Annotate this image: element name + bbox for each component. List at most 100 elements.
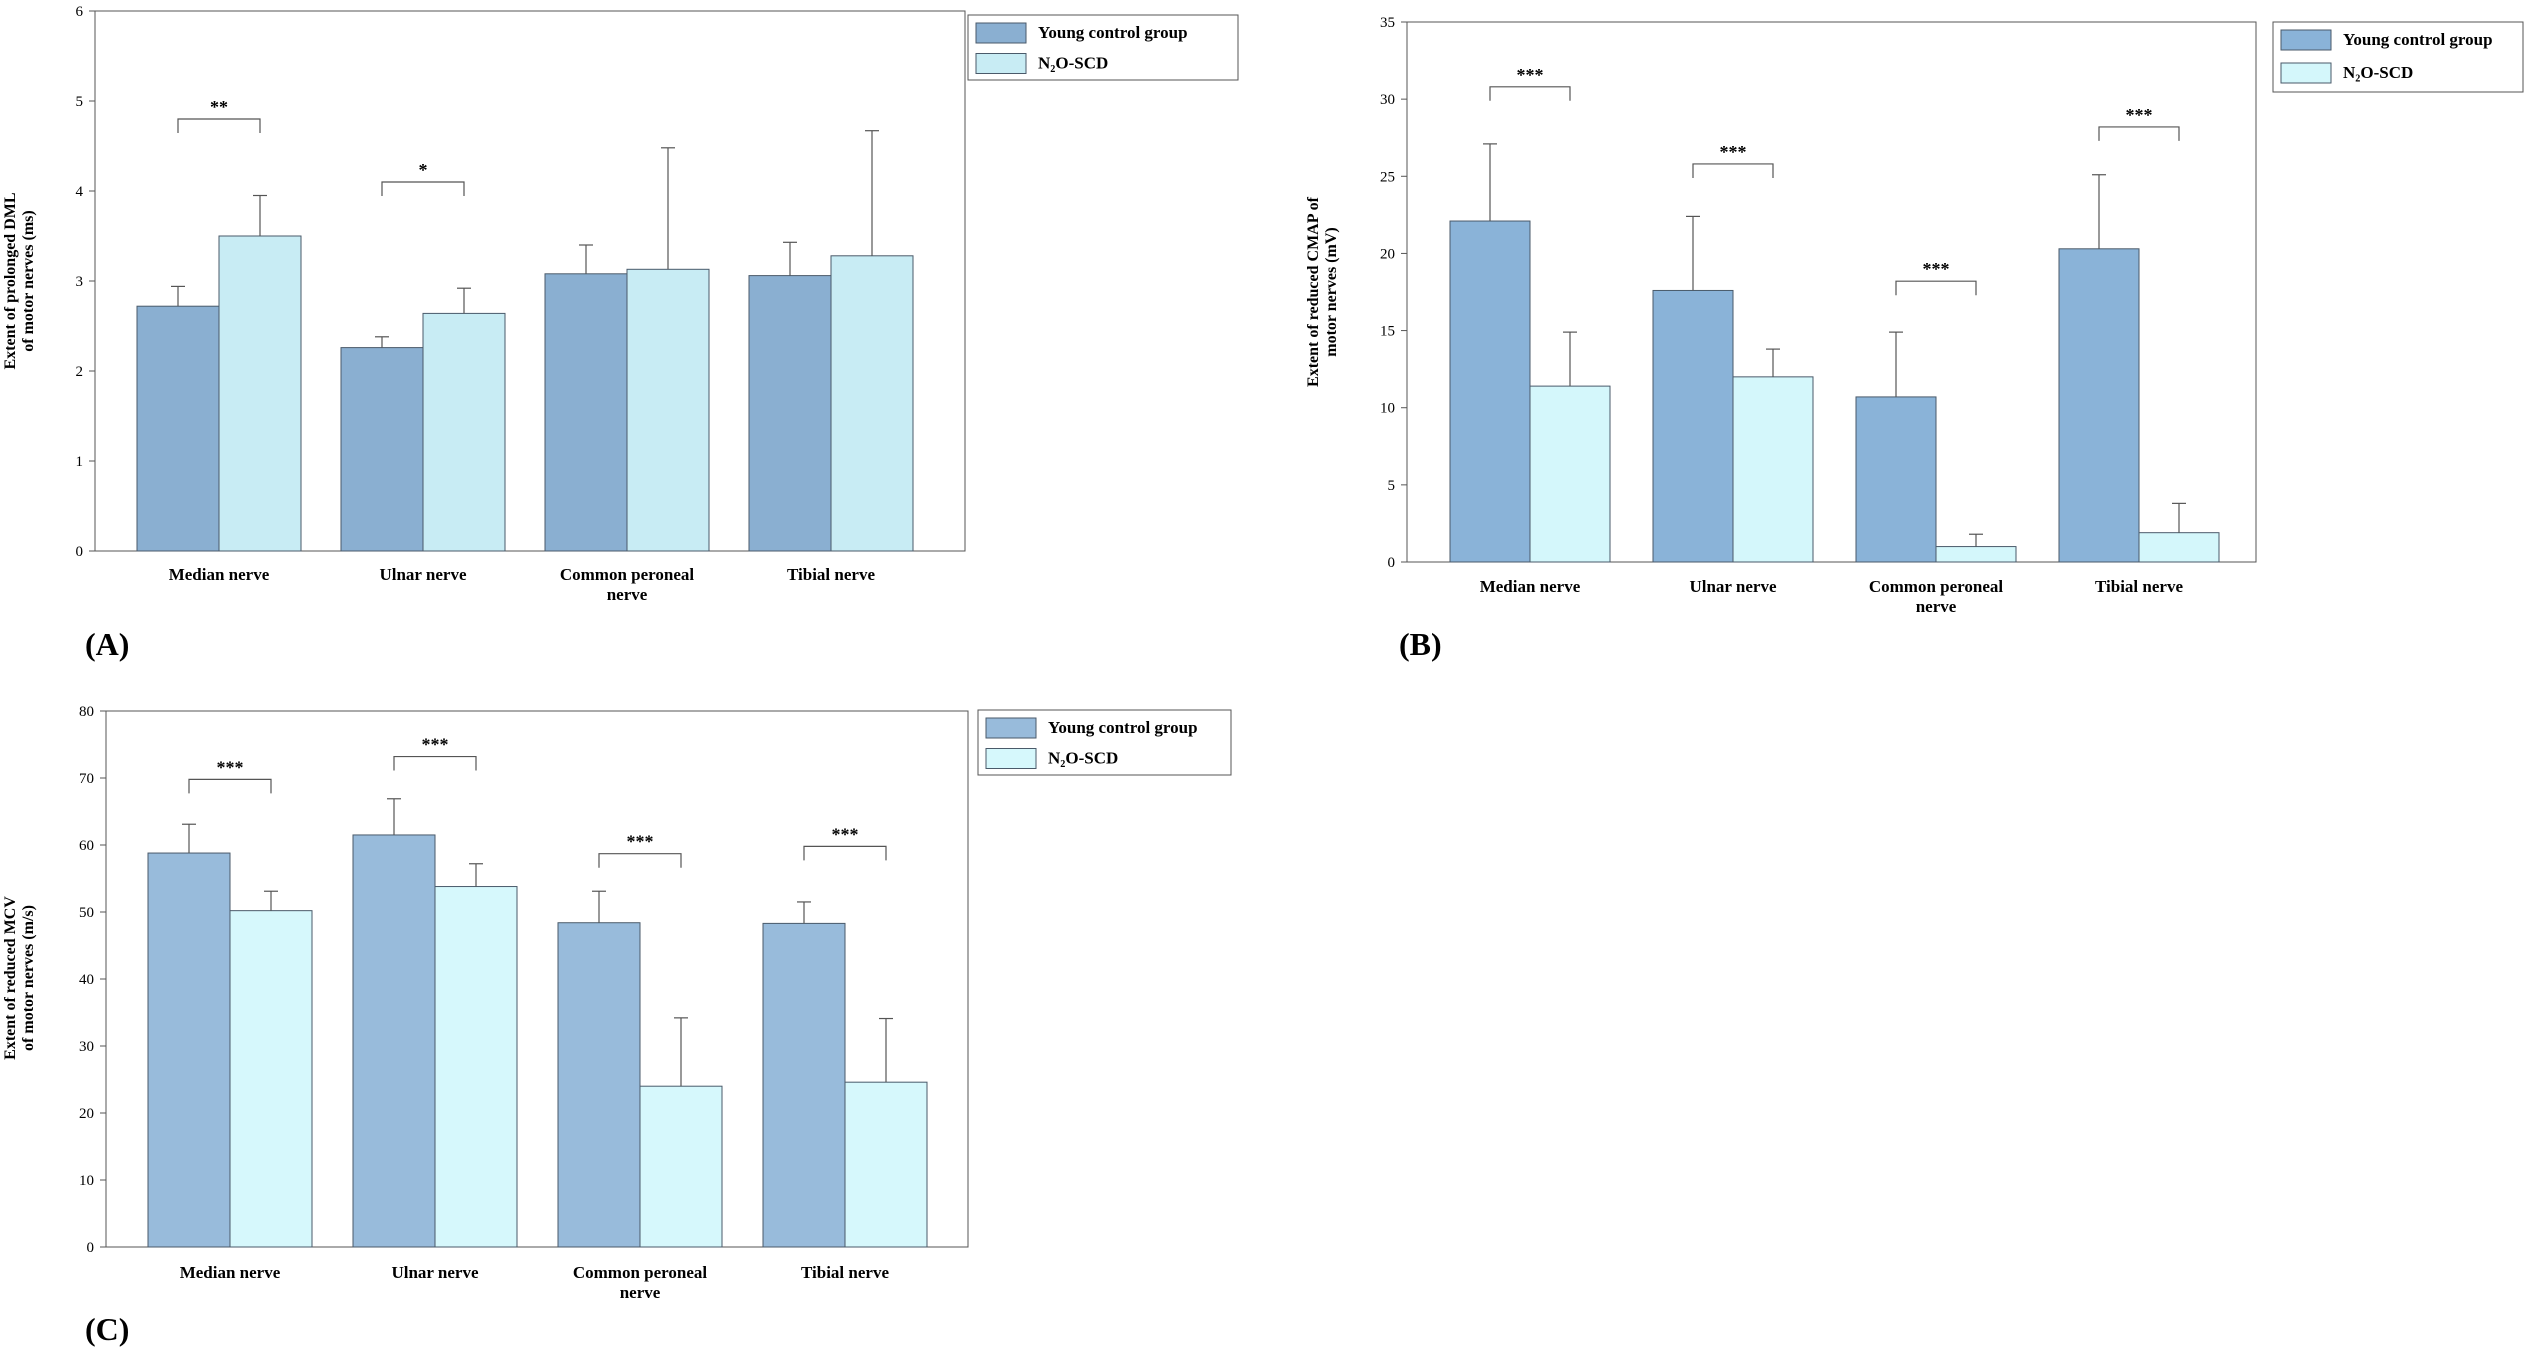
category-label: Common peroneal nerve bbox=[1869, 577, 2004, 616]
category-label-line: Median nerve bbox=[169, 565, 270, 584]
y-axis-label-line: of motor nerves (m/s) bbox=[20, 905, 37, 1051]
bar bbox=[1732, 376, 1814, 563]
significance-bracket bbox=[1489, 86, 1571, 101]
bar bbox=[2058, 248, 2140, 563]
bar bbox=[830, 255, 914, 552]
y-tick-label: 25 bbox=[1380, 169, 1395, 185]
legend-label: N₂O-SCD bbox=[2343, 63, 2413, 82]
significance-bracket bbox=[2098, 126, 2180, 141]
bar bbox=[1652, 289, 1734, 563]
legend-swatch bbox=[975, 53, 1027, 74]
legend-swatch bbox=[2280, 62, 2332, 84]
bar bbox=[748, 275, 832, 552]
significance-label: *** bbox=[1923, 259, 1950, 279]
significance-bracket bbox=[803, 845, 887, 861]
significance-label: ** bbox=[210, 97, 228, 117]
significance-label: *** bbox=[1517, 65, 1544, 85]
legend-label: Young control group bbox=[1038, 23, 1188, 42]
bar bbox=[557, 922, 641, 1248]
category-label: Common peroneal nerve bbox=[560, 565, 695, 604]
y-tick-label: 1 bbox=[76, 454, 84, 470]
category-label-line: Ulnar nerve bbox=[391, 1263, 478, 1282]
y-tick-label: 10 bbox=[79, 1173, 94, 1189]
category-label: Median nerve bbox=[1480, 577, 1581, 596]
category-label-line: Common peroneal bbox=[560, 565, 695, 584]
category-label-line: Median nerve bbox=[180, 1263, 281, 1282]
category-label-line: Tibial nerve bbox=[801, 1263, 889, 1282]
y-tick-label: 5 bbox=[76, 94, 84, 110]
category-label-line: Tibial nerve bbox=[2095, 577, 2183, 596]
bar bbox=[1855, 396, 1937, 563]
y-tick-label: 4 bbox=[76, 184, 84, 200]
y-axis-label: Extent of reduced CMAP ofmotor nerves (m… bbox=[1305, 196, 1340, 387]
category-label: Tibial nerve bbox=[787, 565, 875, 584]
y-tick-label: 30 bbox=[1380, 92, 1395, 108]
legend-label: N₂O-SCD bbox=[1038, 54, 1108, 73]
bar bbox=[1449, 220, 1531, 563]
bar bbox=[762, 922, 846, 1248]
y-tick-label: 20 bbox=[1380, 246, 1395, 262]
y-axis-label-line: Extent of reduced CMAP of bbox=[1305, 196, 1322, 387]
bar bbox=[844, 1081, 928, 1248]
category-label: Ulnar nerve bbox=[391, 1263, 478, 1282]
y-axis-label-line: Extent of prolonged DML bbox=[2, 192, 19, 369]
significance-label: *** bbox=[1720, 142, 1747, 162]
y-tick-label: 30 bbox=[79, 1039, 94, 1055]
category-label-line: nerve bbox=[620, 1283, 661, 1302]
bar bbox=[2138, 532, 2220, 563]
significance-bracket bbox=[381, 181, 465, 196]
bar bbox=[544, 273, 628, 552]
legend-label: Young control group bbox=[1048, 718, 1198, 737]
category-label: Median nerve bbox=[180, 1263, 281, 1282]
bar bbox=[1935, 546, 2017, 563]
significance-label: *** bbox=[422, 735, 449, 755]
significance-bracket bbox=[1895, 280, 1977, 296]
significance-label: *** bbox=[2126, 105, 2153, 125]
significance-bracket bbox=[1692, 163, 1774, 178]
bar bbox=[218, 235, 302, 552]
y-tick-label: 50 bbox=[79, 905, 94, 921]
chart-panel-a: 0 1 2 3 4 5 6 Extent of prolonged DMLof motor n… bbox=[2, 4, 1239, 662]
category-label-line: Ulnar nerve bbox=[1689, 577, 1776, 596]
y-axis-label-line: Extent of reduced MCV bbox=[2, 896, 19, 1060]
panel-label: (A) bbox=[85, 626, 129, 662]
category-label: Median nerve bbox=[169, 565, 270, 584]
bar bbox=[434, 886, 518, 1248]
significance-bracket bbox=[177, 118, 261, 133]
significance-bracket bbox=[598, 853, 682, 868]
y-tick-label: 5 bbox=[1388, 478, 1396, 494]
y-tick-label: 20 bbox=[79, 1106, 94, 1122]
chart-panel-c: 0 10 20 30 40 50 60 70 80 Extent of reduced MCVof… bbox=[2, 704, 1232, 1347]
category-label: Ulnar nerve bbox=[379, 565, 466, 584]
y-tick-label: 0 bbox=[1388, 555, 1396, 571]
y-tick-label: 70 bbox=[79, 771, 94, 787]
panel-label: (C) bbox=[85, 1311, 129, 1347]
category-label: Common peroneal nerve bbox=[573, 1263, 708, 1302]
legend-swatch bbox=[985, 748, 1037, 769]
bar bbox=[1529, 385, 1611, 563]
significance-bracket bbox=[188, 778, 272, 794]
category-label: Tibial nerve bbox=[801, 1263, 889, 1282]
significance-bracket bbox=[393, 755, 477, 771]
y-tick-label: 15 bbox=[1380, 324, 1395, 340]
category-label-line: Tibial nerve bbox=[787, 565, 875, 584]
category-label-line: Common peroneal bbox=[573, 1263, 708, 1282]
category-label: Ulnar nerve bbox=[1689, 577, 1776, 596]
bar bbox=[626, 268, 710, 552]
category-label-line: nerve bbox=[1916, 597, 1957, 616]
category-label-line: Ulnar nerve bbox=[379, 565, 466, 584]
y-axis-label-line: motor nerves (mV) bbox=[1323, 227, 1340, 356]
y-axis-label-line: of motor nerves (ms) bbox=[20, 210, 37, 351]
significance-label: *** bbox=[627, 832, 654, 852]
bar bbox=[639, 1085, 723, 1248]
bar bbox=[340, 347, 424, 552]
legend-swatch bbox=[975, 22, 1027, 44]
category-label-line: Median nerve bbox=[1480, 577, 1581, 596]
y-tick-label: 10 bbox=[1380, 401, 1395, 417]
y-tick-label: 3 bbox=[76, 274, 84, 290]
y-tick-label: 35 bbox=[1380, 15, 1395, 31]
category-label: Tibial nerve bbox=[2095, 577, 2183, 596]
y-tick-label: 2 bbox=[76, 364, 84, 380]
y-tick-label: 0 bbox=[76, 544, 84, 560]
